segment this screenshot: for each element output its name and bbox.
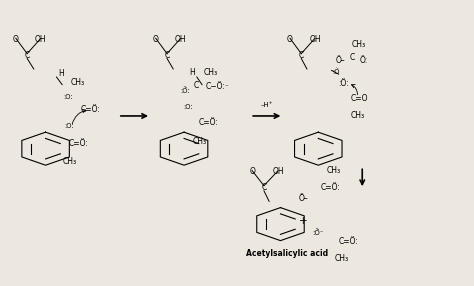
Text: CH₃: CH₃ bbox=[335, 254, 349, 263]
Text: OH: OH bbox=[175, 35, 187, 44]
Text: CH₃: CH₃ bbox=[63, 157, 77, 166]
Text: –H⁺: –H⁺ bbox=[261, 102, 273, 108]
Text: OH: OH bbox=[272, 167, 284, 176]
Text: Ö:: Ö: bbox=[360, 56, 368, 65]
Text: H: H bbox=[189, 68, 194, 77]
Text: C=Ö:: C=Ö: bbox=[81, 105, 101, 114]
Text: C=Ö:: C=Ö: bbox=[338, 237, 358, 246]
Text: O: O bbox=[249, 167, 255, 176]
Text: CH₃: CH₃ bbox=[352, 40, 366, 49]
Text: CH₃: CH₃ bbox=[193, 137, 207, 146]
Text: O: O bbox=[153, 35, 159, 44]
Text: CH₃: CH₃ bbox=[204, 68, 218, 77]
Text: +: + bbox=[299, 216, 308, 226]
Text: C: C bbox=[25, 51, 30, 60]
Text: C: C bbox=[350, 53, 355, 62]
Text: :Ò̇: :Ò̇ bbox=[332, 69, 340, 75]
Text: C=Ö:: C=Ö: bbox=[320, 183, 340, 192]
Text: Ö̈–: Ö̈– bbox=[299, 194, 309, 203]
Text: C=Ö:: C=Ö: bbox=[199, 118, 219, 127]
Text: CH₃: CH₃ bbox=[327, 166, 341, 174]
Text: C=Ö:: C=Ö: bbox=[68, 139, 88, 148]
Text: OH: OH bbox=[35, 35, 46, 44]
Text: C: C bbox=[164, 51, 170, 60]
Text: CH₃: CH₃ bbox=[71, 78, 85, 87]
Text: Acetylsalicylic acid: Acetylsalicylic acid bbox=[246, 249, 328, 258]
Text: :O:: :O: bbox=[64, 124, 73, 130]
Text: C=O: C=O bbox=[350, 94, 368, 103]
Text: CH₃: CH₃ bbox=[351, 111, 365, 120]
Text: C: C bbox=[261, 183, 266, 192]
Text: C−Ö:⁻: C−Ö:⁻ bbox=[205, 82, 229, 91]
Text: C: C bbox=[299, 51, 304, 60]
Text: Ċ: Ċ bbox=[193, 81, 199, 90]
Text: O: O bbox=[13, 35, 19, 44]
Text: OH: OH bbox=[309, 35, 321, 44]
Text: :O:: :O: bbox=[63, 94, 73, 100]
Text: O: O bbox=[287, 35, 293, 44]
Text: :Ö̈⁻: :Ö̈⁻ bbox=[312, 229, 324, 236]
Text: H: H bbox=[58, 69, 64, 78]
Text: :Ö:: :Ö: bbox=[338, 79, 349, 88]
Text: Ö–: Ö– bbox=[336, 56, 346, 65]
Text: :O:: :O: bbox=[183, 104, 192, 110]
Text: :Ö̈:: :Ö̈: bbox=[181, 88, 191, 94]
